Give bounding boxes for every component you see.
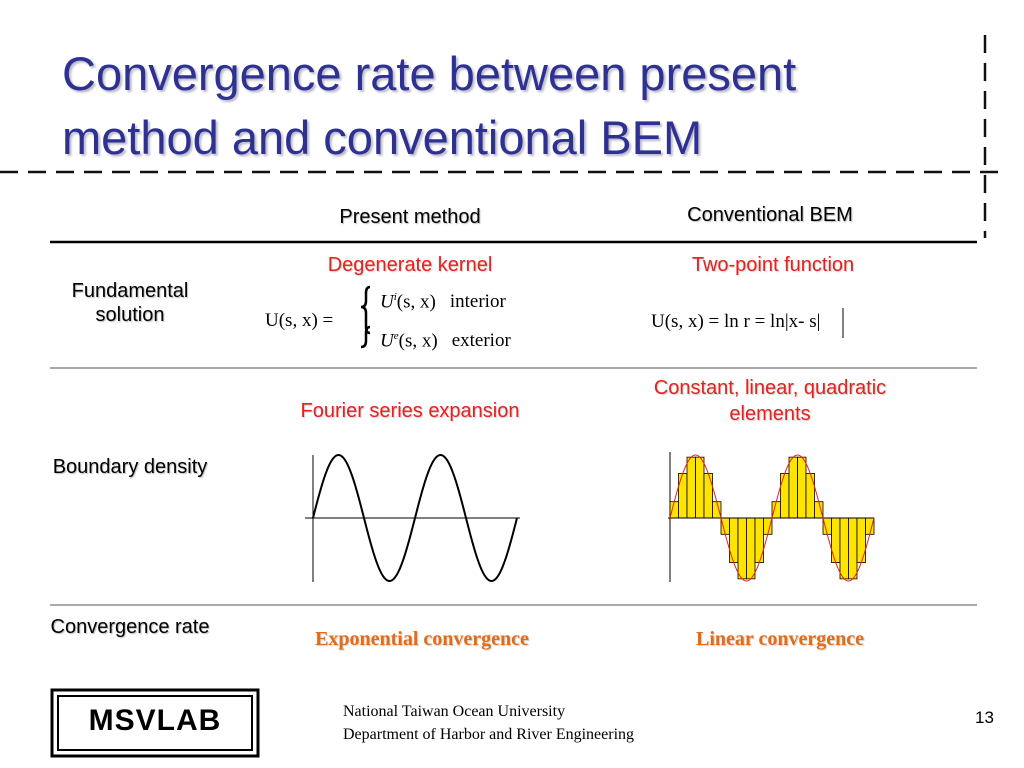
element-step bbox=[814, 501, 824, 519]
formula-case: Ue(s, x) exterior bbox=[380, 330, 511, 352]
cell-heading: Constant, linear, quadratic elements bbox=[653, 377, 887, 425]
formula-case: Ui(s, x) interior bbox=[380, 291, 506, 313]
element-step bbox=[669, 501, 679, 519]
logo-border bbox=[57, 695, 253, 751]
element-step bbox=[780, 473, 790, 519]
cell-heading: Two-point function bbox=[691, 254, 855, 276]
superscript: i bbox=[393, 291, 397, 303]
row-label: Boundary density bbox=[52, 456, 208, 478]
column-header: Conventional BEM bbox=[687, 204, 853, 226]
element-step bbox=[678, 473, 688, 519]
sine-curve bbox=[312, 454, 518, 582]
element-step bbox=[695, 456, 705, 519]
logo-border bbox=[50, 688, 260, 758]
symbol: U bbox=[380, 330, 394, 352]
symbol: U bbox=[380, 291, 394, 313]
cell-result: Linear convergence bbox=[696, 628, 864, 650]
element-step bbox=[703, 473, 713, 519]
element-step bbox=[788, 456, 798, 519]
logo: MSVLAB bbox=[88, 704, 222, 737]
fourier-plot bbox=[305, 454, 520, 582]
footer-line: National Taiwan Ocean University bbox=[343, 703, 566, 720]
sine-curve bbox=[669, 454, 875, 582]
row-label: Convergence rate bbox=[50, 616, 210, 638]
element-step bbox=[831, 517, 841, 563]
element-step bbox=[720, 517, 730, 535]
element-step bbox=[771, 501, 781, 519]
title-line: Convergence rate between present bbox=[62, 47, 797, 100]
element-step bbox=[763, 517, 773, 535]
footer-line: Department of Harbor and River Engineeri… bbox=[343, 726, 635, 743]
element-step bbox=[712, 501, 722, 519]
cell-heading: Degenerate kernel bbox=[327, 254, 493, 276]
row-label: Fundamental solution bbox=[71, 280, 189, 326]
element-step bbox=[839, 517, 849, 580]
brace bbox=[360, 285, 371, 349]
element-step bbox=[865, 517, 875, 535]
element-step bbox=[746, 517, 756, 580]
page-number: 13 bbox=[975, 708, 994, 727]
region: interior bbox=[449, 291, 506, 313]
element-step bbox=[686, 456, 696, 519]
argument: (s, x) bbox=[396, 291, 436, 313]
title-line: method and conventional BEM bbox=[62, 111, 703, 164]
argument: (s, x) bbox=[398, 330, 438, 352]
formula-lhs: U(s, x) = bbox=[265, 310, 334, 331]
element-step bbox=[737, 517, 747, 580]
region: exterior bbox=[451, 330, 511, 352]
element-step bbox=[797, 456, 807, 519]
superscript: e bbox=[393, 330, 399, 342]
element-step bbox=[856, 517, 866, 563]
cell-heading: Fourier series expansion bbox=[300, 400, 520, 422]
formula: U(s, x) = ln r = ln|x- s| bbox=[651, 311, 821, 332]
element-step bbox=[848, 517, 858, 580]
element-step bbox=[822, 517, 832, 535]
cell-result: Exponential convergence bbox=[315, 628, 529, 650]
element-plot bbox=[668, 452, 875, 582]
column-header: Present method bbox=[339, 206, 481, 228]
element-step bbox=[754, 517, 764, 563]
element-step bbox=[729, 517, 739, 563]
element-step bbox=[805, 473, 815, 519]
